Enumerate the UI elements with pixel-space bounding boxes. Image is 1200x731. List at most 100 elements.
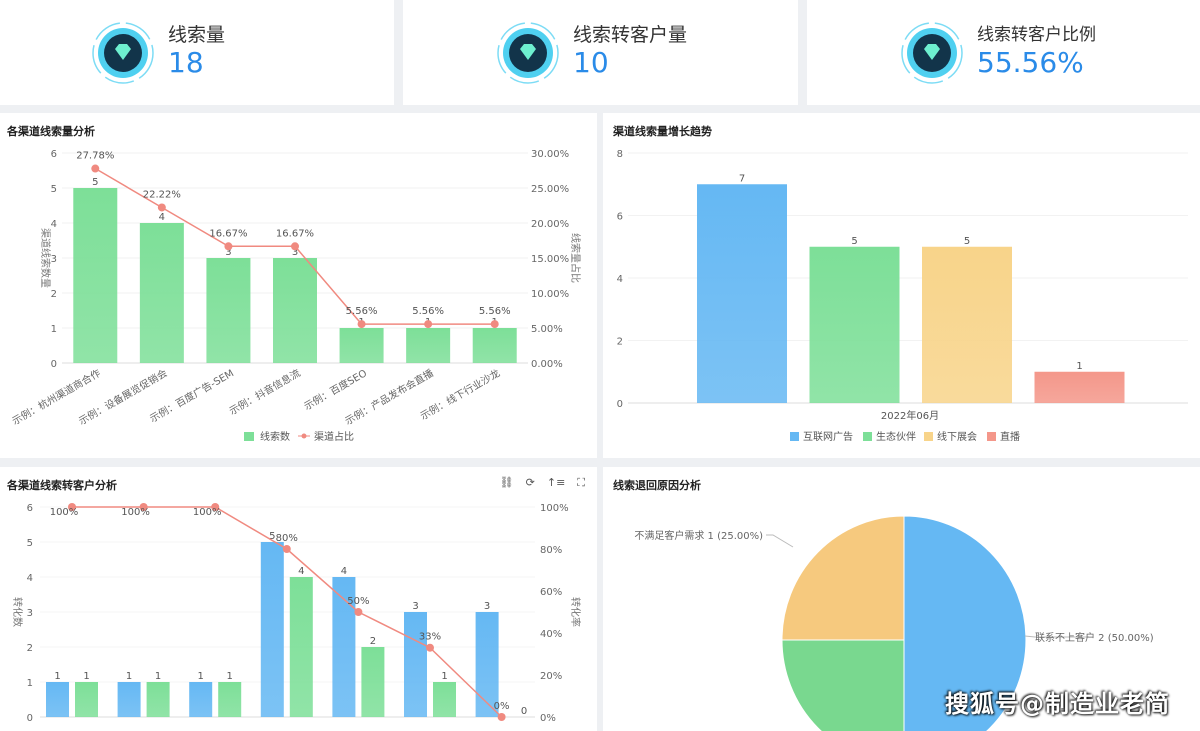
bar-value-label: 1 bbox=[83, 671, 89, 682]
kpi-label: 线索转客户量 bbox=[573, 24, 688, 46]
y-axis-label: 渠道线索数量 bbox=[39, 228, 52, 288]
bar-value-label: 4 bbox=[159, 212, 165, 223]
y-tick-label: 3 bbox=[27, 608, 33, 619]
bar bbox=[146, 682, 170, 717]
line-point bbox=[291, 242, 299, 251]
panel-leads-trend: 渠道线索量增长趋势 0 2 4 6 8 7 互联网广告 5 生态伙伴 5 线下展会 1 直播 2022年0… bbox=[603, 113, 1200, 458]
y-tick-label: 2 bbox=[51, 289, 57, 300]
pie-slice bbox=[903, 515, 1027, 731]
bar-value-label: 1 bbox=[54, 671, 60, 682]
y-axis-label: 转化数 bbox=[11, 597, 24, 627]
y-tick-label: 8 bbox=[617, 149, 623, 160]
y-tick-label: 1 bbox=[27, 678, 33, 689]
y2-tick-label: 100% bbox=[540, 503, 569, 514]
line-value-label: 80% bbox=[276, 533, 298, 544]
kpi-value: 18 bbox=[168, 46, 204, 79]
line-value-label: 16.67% bbox=[209, 228, 247, 239]
bar bbox=[73, 188, 118, 363]
bar bbox=[289, 577, 313, 717]
pie-slice bbox=[781, 639, 905, 731]
line-point bbox=[211, 503, 220, 511]
kpi-value: 55.56% bbox=[977, 46, 1084, 79]
y-tick-label: 5 bbox=[51, 184, 57, 195]
y-tick-label: 4 bbox=[617, 274, 623, 285]
line-point bbox=[282, 545, 291, 553]
diamond-icon bbox=[497, 22, 559, 84]
line-point bbox=[357, 320, 366, 329]
line-value-label: 5.56% bbox=[412, 306, 444, 317]
line-point bbox=[91, 164, 100, 173]
line-value-label: 5.56% bbox=[346, 306, 378, 317]
y-tick-label: 2 bbox=[617, 337, 623, 348]
bar bbox=[809, 246, 900, 403]
bar-value-label: 5 bbox=[964, 236, 970, 247]
pie-label: 不满足客户需求 1 (25.00%) bbox=[634, 529, 763, 542]
panel-title: 渠道线索量增长趋势 bbox=[613, 125, 712, 138]
y2-tick-label: 40% bbox=[540, 629, 562, 640]
bar-value-label: 1 bbox=[155, 671, 161, 682]
kpi-card-leads: 线索量 18 bbox=[0, 0, 394, 105]
fullscreen-icon[interactable]: ⛶ bbox=[577, 476, 585, 489]
label-leader bbox=[766, 534, 794, 548]
chart-toolbar: ⛓ ⟳ ↑≡ ⛶ bbox=[500, 476, 585, 490]
bar bbox=[206, 258, 251, 363]
bar-value-label: 5 bbox=[851, 236, 857, 247]
line-point bbox=[157, 203, 166, 212]
line-point bbox=[68, 503, 76, 511]
y-tick-label: 4 bbox=[51, 219, 57, 230]
line-value-label: 100% bbox=[121, 507, 150, 518]
line-point bbox=[426, 643, 434, 652]
line-value-label: 100% bbox=[50, 507, 79, 518]
y2-tick-label: 15.00% bbox=[531, 254, 569, 265]
bar-value-label: 0 bbox=[521, 706, 527, 717]
leads-trend-chart: 0 2 4 6 8 7 互联网广告 5 生态伙伴 5 线下展会 1 直播 2022年06月 bbox=[617, 149, 1188, 443]
kpi-card-converted: 线索转客户量 10 bbox=[403, 0, 798, 105]
diamond-icon bbox=[92, 22, 154, 84]
bar-value-label: 3 bbox=[225, 247, 231, 258]
legend-label: 渠道占比 bbox=[314, 430, 354, 443]
line-value-label: 0% bbox=[494, 701, 510, 712]
legend-label: 互联网广告 bbox=[803, 430, 853, 443]
bar-value-label: 1 bbox=[1076, 361, 1082, 372]
bar bbox=[46, 682, 69, 717]
bar bbox=[697, 184, 787, 403]
line-value-label: 16.67% bbox=[276, 228, 314, 239]
panel-title: 各渠道线索量分析 bbox=[7, 125, 95, 138]
bar bbox=[189, 682, 213, 717]
legend-swatch bbox=[924, 432, 933, 441]
y-tick-label: 6 bbox=[617, 212, 623, 223]
y-tick-label: 1 bbox=[51, 324, 57, 335]
kpi-card-ratio: 线索转客户比例 55.56% bbox=[807, 0, 1200, 105]
bar bbox=[339, 328, 384, 363]
y2-tick-label: 20% bbox=[540, 671, 562, 682]
bar bbox=[361, 647, 385, 717]
kpi-value: 10 bbox=[573, 46, 609, 79]
legend-label: 线下展会 bbox=[937, 430, 977, 443]
refresh-icon[interactable]: ⟳ bbox=[525, 476, 535, 489]
bar bbox=[475, 612, 499, 717]
x-tick-label: 2022年06月 bbox=[881, 409, 939, 422]
return-reasons-pie: 联系不上客户 2 (50.00%) 不满足客户需求 1 (25.00%) bbox=[634, 515, 1154, 731]
y-tick-label: 0 bbox=[27, 713, 33, 724]
y2-tick-label: 25.00% bbox=[531, 184, 569, 195]
legend-label: 生态伙伴 bbox=[876, 430, 916, 443]
y2-tick-label: 20.00% bbox=[531, 219, 569, 230]
bar bbox=[406, 328, 451, 363]
bar bbox=[404, 612, 427, 717]
line-value-label: 50% bbox=[347, 596, 369, 607]
bar-value-label: 3 bbox=[412, 601, 418, 612]
sort-icon[interactable]: ↑≡ bbox=[546, 476, 566, 489]
link-icon[interactable]: ⛓ bbox=[499, 476, 514, 489]
line-point bbox=[139, 503, 148, 511]
y2-tick-label: 10.00% bbox=[531, 289, 569, 300]
y-tick-label: 0 bbox=[51, 359, 57, 370]
bar bbox=[472, 328, 517, 363]
y-tick-label: 4 bbox=[27, 573, 33, 584]
y2-tick-label: 0% bbox=[540, 713, 556, 724]
legend-swatch bbox=[790, 432, 799, 441]
line-value-label: 33% bbox=[419, 632, 441, 643]
legend-swatch bbox=[244, 432, 254, 441]
bar-value-label: 5 bbox=[92, 177, 98, 188]
bar-value-label: 5 bbox=[269, 531, 275, 542]
